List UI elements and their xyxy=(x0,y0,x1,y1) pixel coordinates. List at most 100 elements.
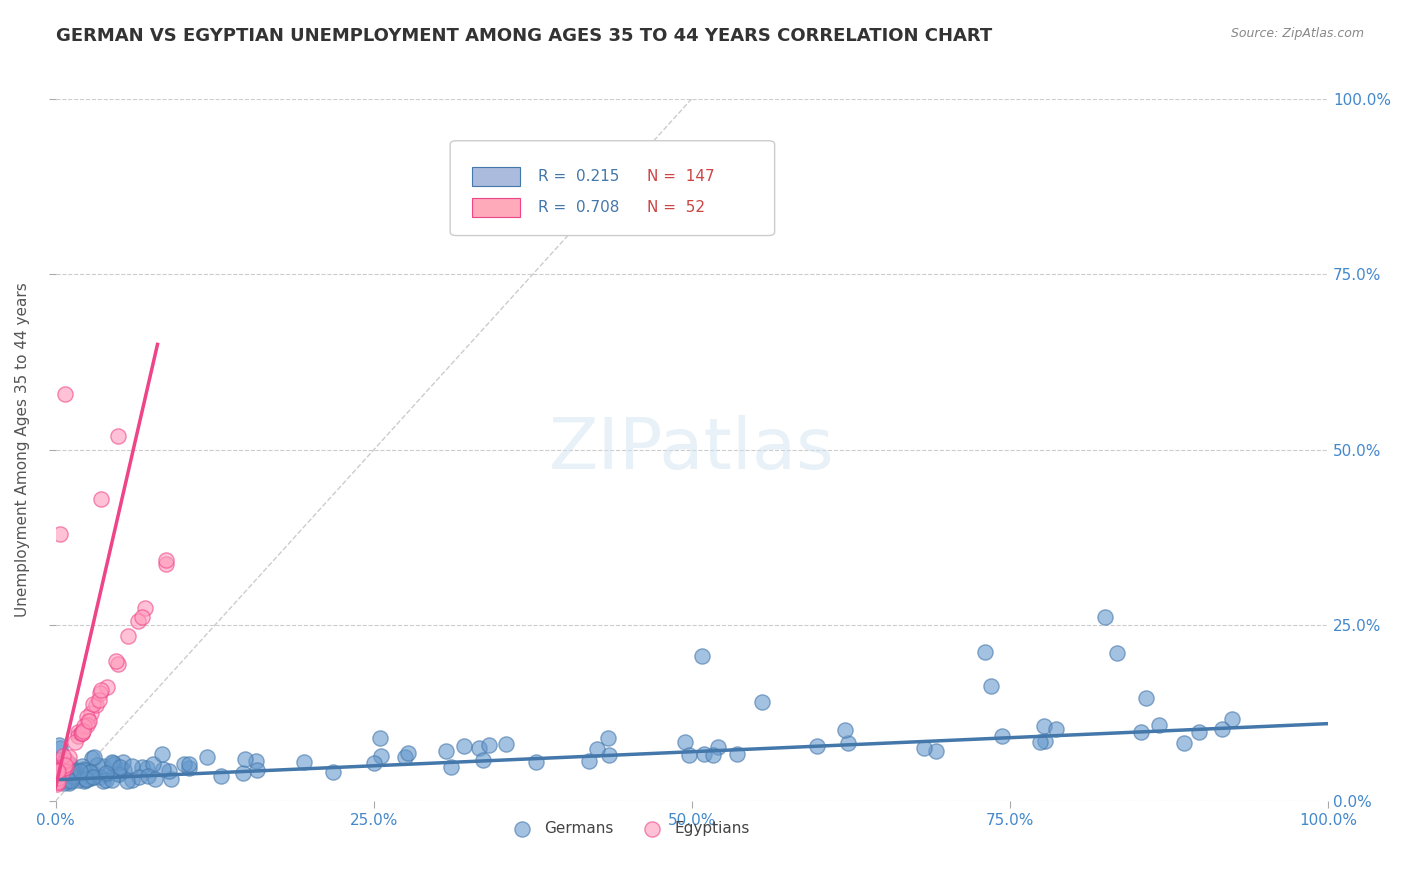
Point xyxy=(1033,719,1056,733)
Point xyxy=(46,764,69,779)
Point xyxy=(973,645,995,659)
Point xyxy=(62,769,84,783)
Point xyxy=(1107,646,1129,660)
Point xyxy=(131,610,153,624)
Point xyxy=(980,679,1002,693)
Point xyxy=(53,758,76,772)
Point xyxy=(52,756,75,771)
Point xyxy=(52,764,75,778)
Point xyxy=(394,750,416,764)
Point xyxy=(155,553,177,567)
Point xyxy=(912,740,935,755)
Point xyxy=(232,766,254,780)
Point xyxy=(46,768,69,782)
Point xyxy=(101,756,124,770)
Point xyxy=(1188,724,1211,739)
Point xyxy=(52,760,75,774)
Point xyxy=(46,764,69,778)
Point xyxy=(1130,725,1153,739)
Point xyxy=(53,386,76,401)
Point xyxy=(468,741,491,756)
Point xyxy=(159,772,181,787)
Point xyxy=(49,765,72,780)
Point xyxy=(128,770,150,784)
Point xyxy=(806,739,828,753)
Point xyxy=(103,757,125,772)
Point xyxy=(495,737,517,751)
Point xyxy=(73,764,96,778)
Point xyxy=(472,753,495,767)
Point xyxy=(76,718,98,732)
Point xyxy=(370,731,392,746)
Point xyxy=(59,765,82,780)
Point xyxy=(89,686,111,700)
Point xyxy=(79,766,101,780)
Point xyxy=(60,763,83,777)
Point xyxy=(66,769,89,783)
Point xyxy=(107,428,129,442)
Y-axis label: Unemployment Among Ages 35 to 44 years: Unemployment Among Ages 35 to 44 years xyxy=(15,283,30,617)
Point xyxy=(121,773,143,788)
Point xyxy=(48,740,70,755)
Point xyxy=(63,764,86,778)
Point xyxy=(72,724,94,739)
Point xyxy=(177,756,200,771)
Point xyxy=(586,742,609,756)
Point xyxy=(209,769,232,783)
Point xyxy=(142,756,165,771)
Point xyxy=(48,738,70,752)
Point xyxy=(49,756,72,770)
Point xyxy=(55,759,77,773)
Point xyxy=(52,761,75,775)
Point xyxy=(51,770,73,784)
Point xyxy=(322,765,344,780)
Point xyxy=(80,764,103,779)
Point xyxy=(707,739,730,754)
Point xyxy=(66,772,89,787)
Point xyxy=(90,683,112,698)
Point xyxy=(80,706,103,720)
Point xyxy=(53,758,76,772)
Point xyxy=(48,765,70,780)
Point xyxy=(678,748,700,763)
Point xyxy=(63,735,86,749)
Point xyxy=(80,751,103,765)
Point xyxy=(59,763,82,777)
Point xyxy=(837,736,859,750)
Point xyxy=(72,763,94,777)
Point xyxy=(179,761,201,775)
Point xyxy=(292,756,315,770)
Point xyxy=(107,766,129,780)
Point xyxy=(131,760,153,774)
Legend: Germans, Egyptians: Germans, Egyptians xyxy=(501,815,756,842)
Point xyxy=(46,770,69,784)
Point xyxy=(1045,722,1067,736)
Point xyxy=(77,714,100,728)
Point xyxy=(101,772,124,787)
Point xyxy=(75,772,97,787)
Point xyxy=(83,750,105,764)
Point xyxy=(58,756,80,771)
Point xyxy=(67,729,90,743)
Point xyxy=(108,760,131,774)
Point xyxy=(134,601,156,615)
Point xyxy=(59,774,82,789)
Text: N =  52: N = 52 xyxy=(647,200,706,215)
Point xyxy=(725,747,748,762)
Point xyxy=(1135,690,1157,705)
Text: ZIPatlas: ZIPatlas xyxy=(550,416,835,484)
Point xyxy=(235,752,257,766)
Point xyxy=(46,771,69,785)
Point xyxy=(107,766,129,780)
Point xyxy=(173,757,195,772)
Point xyxy=(363,756,385,771)
Point xyxy=(91,774,114,789)
Point xyxy=(117,629,139,643)
Point xyxy=(46,772,69,787)
Point xyxy=(52,756,75,771)
Point xyxy=(112,763,135,777)
Point xyxy=(453,739,475,753)
Point xyxy=(49,527,72,541)
Point xyxy=(107,657,129,671)
Point xyxy=(94,772,117,787)
